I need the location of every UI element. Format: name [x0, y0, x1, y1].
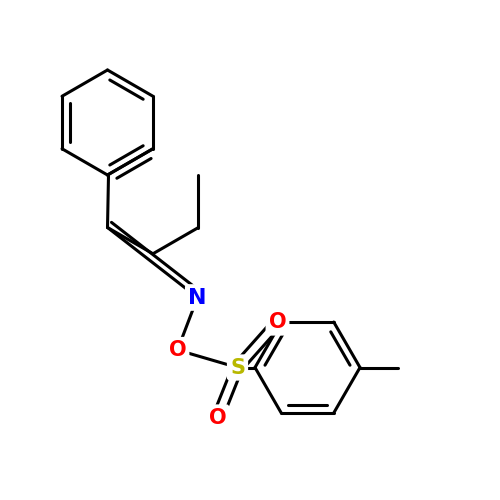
Text: O: O — [268, 312, 286, 332]
Text: S: S — [230, 358, 245, 378]
Text: O: O — [168, 340, 186, 360]
Text: O: O — [208, 408, 226, 428]
Text: N: N — [188, 288, 207, 308]
